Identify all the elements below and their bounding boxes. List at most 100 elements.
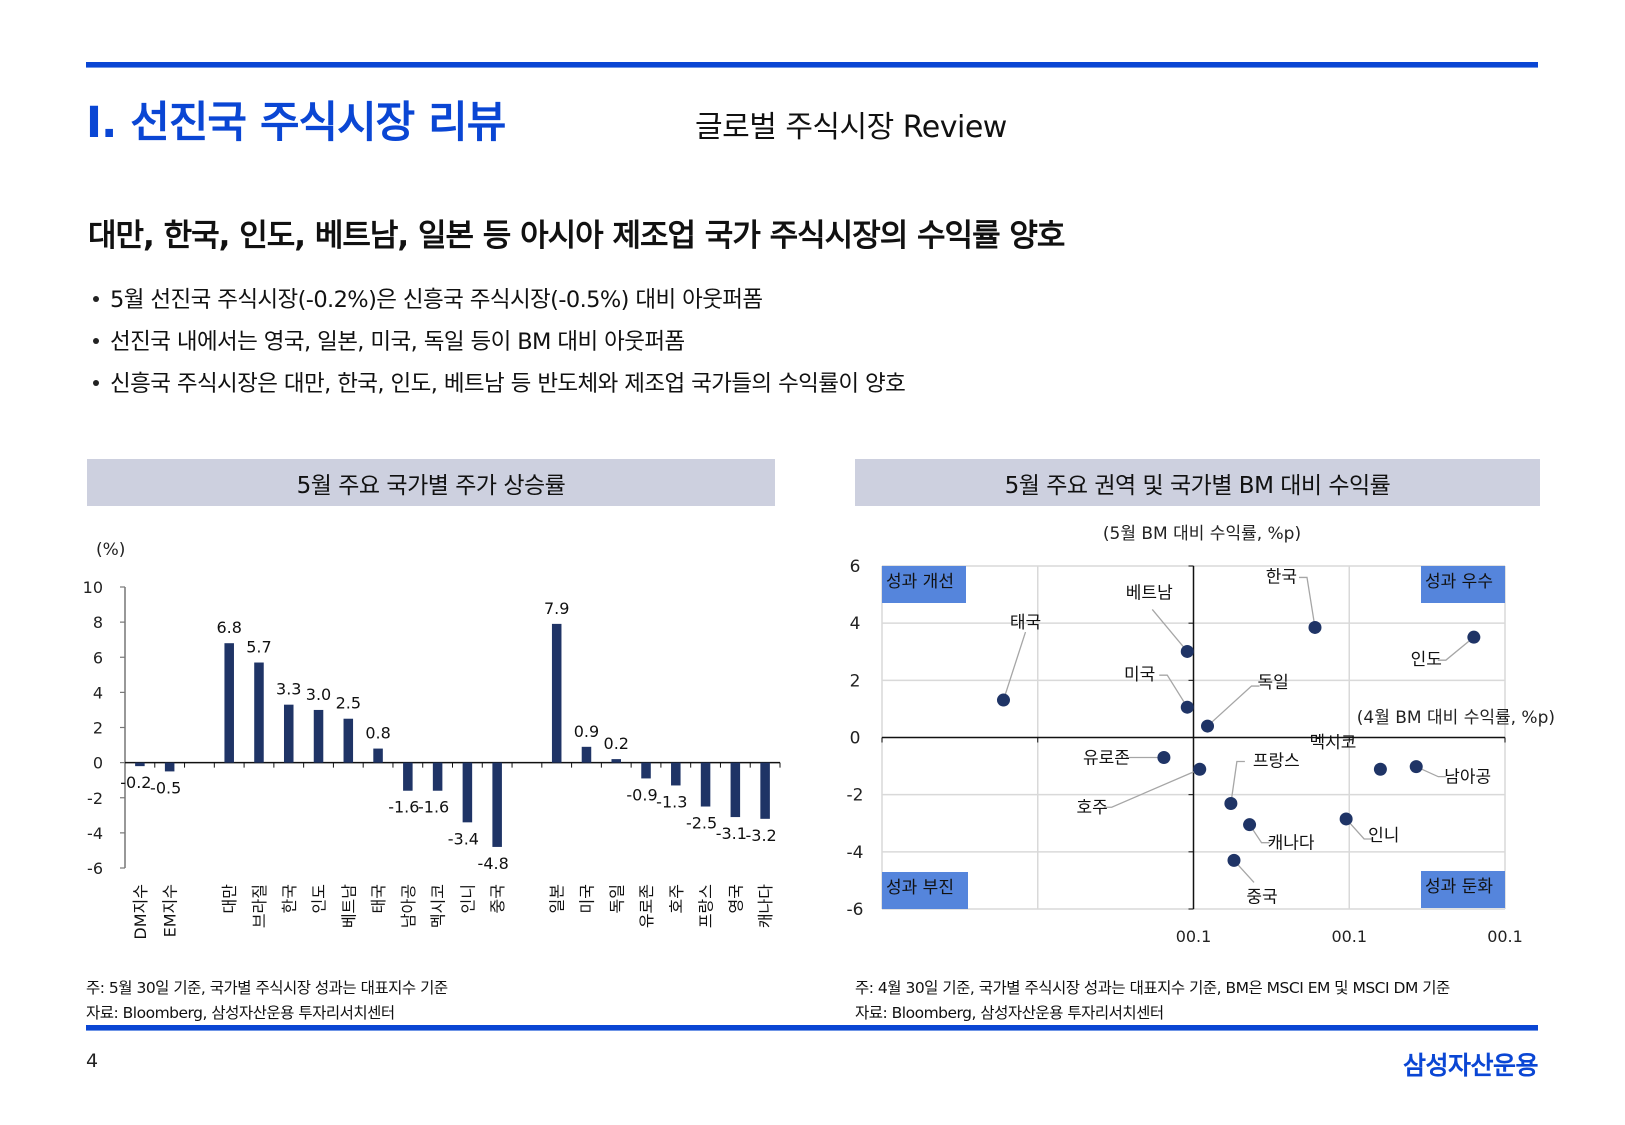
bar-category-label: 미국: [577, 884, 596, 913]
bar-category-label: 일본: [548, 884, 567, 913]
bar-category-label: 유로존: [637, 884, 656, 928]
top-rule: [86, 62, 1538, 67]
bar-data-label: 6.8: [216, 618, 241, 637]
scatter-y-tick-label: 4: [850, 614, 861, 634]
scatter-x-tick-label: 00.1: [1176, 927, 1212, 946]
scatter-point: [1339, 812, 1353, 826]
scatter-leader-line: [1151, 609, 1188, 652]
scatter-point-label: 캐나다: [1268, 834, 1315, 854]
scatter-x-tick-label: 00.1: [1487, 927, 1523, 946]
bar-data-label: 3.0: [306, 685, 331, 704]
bullet-text: 선진국 내에서는 영국, 일본, 미국, 독일 등이 BM 대비 아웃퍼폼: [110, 329, 685, 355]
bar: [551, 623, 562, 763]
bar: [760, 762, 770, 819]
bullet-item: 5월 선진국 주식시장(-0.2%)은 신흥국 주식시장(-0.5%) 대비 아…: [93, 282, 763, 314]
bullet-item: 신흥국 주식시장은 대만, 한국, 인도, 베트남 등 반도체와 제조업 국가들…: [93, 366, 906, 398]
scatter-point: [1180, 644, 1194, 658]
bar-data-label: 7.9: [544, 599, 569, 618]
bar: [492, 762, 502, 847]
bar-y-tick-label: 2: [93, 719, 103, 738]
bar-y-tick-label: -2: [87, 789, 103, 808]
bar-data-label: -3.1: [716, 824, 747, 843]
page-number: 4: [86, 1050, 99, 1072]
scatter-point: [1227, 853, 1241, 867]
bar: [283, 704, 294, 763]
quadrant-label-box: [882, 872, 968, 909]
scatter-y-label: (5월 BM 대비 수익률, %p): [1103, 524, 1301, 544]
bar-data-label: 5.7: [246, 638, 271, 657]
bar: [254, 662, 264, 763]
scatter-point-label: 중국: [1246, 887, 1277, 907]
bar-data-label: -0.5: [150, 778, 181, 797]
bar-data-label: 0.8: [365, 724, 390, 743]
bar-category-label: 브라질: [250, 884, 269, 928]
scatter-point-label: 미국: [1124, 665, 1155, 685]
bar-category-label: 한국: [280, 884, 299, 913]
bar-chart-y-label: (%): [96, 540, 125, 560]
bar-category-label: 독일: [607, 884, 626, 913]
scatter-point-label: 프랑스: [1253, 752, 1300, 772]
bar-data-label: 0.2: [604, 734, 629, 753]
scatter-point: [1409, 760, 1423, 774]
company-logo: 삼성자산운용: [1402, 1051, 1539, 1080]
scatter-point: [1373, 762, 1387, 776]
bullet-text: 5월 선진국 주식시장(-0.2%)은 신흥국 주식시장(-0.5%) 대비 아…: [110, 287, 763, 313]
bar: [462, 762, 473, 823]
scatter-point-label: 멕시코: [1309, 733, 1356, 753]
bar: [671, 762, 681, 786]
scatter-point: [1308, 620, 1322, 634]
quadrant-label: 성과 부진: [886, 878, 954, 898]
bar-chart-source: 자료: Bloomberg, 삼성자산운용 투자리서치센터: [86, 1004, 395, 1022]
scatter-y-tick-label: 6: [850, 557, 861, 577]
bar-y-tick-label: -4: [87, 824, 103, 843]
scatter-leader-line: [1002, 631, 1027, 701]
bar-category-label: 대만: [220, 884, 239, 914]
bar-category-label: 캐나다: [756, 884, 775, 928]
bar-data-label: -3.4: [448, 829, 479, 848]
bar-category-label: DM지수: [131, 884, 150, 940]
bar-data-label: -1.6: [388, 798, 419, 817]
scatter-point-label: 태국: [1010, 613, 1041, 633]
bar-category-label: 영국: [726, 884, 745, 913]
scatter-chart-note: 주: 4월 30일 기준, 국가별 주식시장 성과는 대표지수 기준, BM은 …: [855, 979, 1450, 997]
scatter-y-tick-label: -4: [847, 843, 864, 863]
quadrant-label-box: [882, 566, 966, 603]
scatter-x-tick-label: 00.1: [1331, 927, 1367, 946]
bar-y-tick-label: 0: [93, 754, 103, 773]
scatter-leader-line: [1437, 636, 1475, 661]
scatter-chart-source: 자료: Bloomberg, 삼성자산운용 투자리서치센터: [855, 1004, 1164, 1022]
scatter-point: [1467, 630, 1481, 644]
scatter-y-tick-label: 0: [850, 729, 861, 749]
bar: [164, 762, 175, 772]
bar-chart: (%) 10 8 6 4 2 0 -2 -4 -6 -0.2-0.5 6.8 5.7 3.3 3.0 2.…: [83, 540, 781, 940]
bullet-dot-icon: [93, 337, 99, 344]
scatter-y-tick-label: -6: [847, 900, 864, 920]
bar: [224, 643, 234, 763]
bullet-item: 선진국 내에서는 영국, 일본, 미국, 독일 등이 BM 대비 아웃퍼폼: [93, 324, 685, 356]
scatter-point-label: 독일: [1258, 673, 1289, 693]
bar-chart-note: 주: 5월 30일 기준, 국가별 주식시장 성과는 대표지수 기준: [86, 979, 448, 997]
section-title: I. 선진국 주식시장 리뷰: [86, 98, 506, 148]
scatter-leader-line: [1345, 818, 1373, 840]
bar: [641, 762, 651, 779]
bar-data-label: -0.9: [626, 785, 657, 804]
bar: [135, 762, 145, 767]
bar-data-label: 0.9: [574, 722, 599, 741]
bar-category-label: 인니: [458, 884, 477, 913]
scatter-point-label: 남아공: [1444, 768, 1491, 788]
scatter-leader-line: [1249, 824, 1270, 844]
bar-y-tick-label: 6: [93, 648, 103, 667]
bar-data-label: -2.5: [686, 814, 717, 833]
bar: [581, 746, 592, 763]
bar-y-tick-label: 10: [83, 578, 103, 597]
bar: [343, 718, 354, 763]
scatter-y-tick-label: 2: [850, 671, 861, 691]
bar-category-label: 베트남: [339, 884, 358, 928]
bar-y-tick-label: -6: [87, 859, 103, 878]
bar-chart-title: 5월 주요 국가별 주가 상승률: [87, 459, 775, 506]
scatter-point-label: 베트남: [1126, 583, 1173, 603]
bar-data-label: -3.2: [746, 826, 777, 845]
scatter-point-label: 호주: [1076, 798, 1107, 818]
scatter-x-label: (4월 BM 대비 수익률, %p): [1357, 708, 1555, 728]
